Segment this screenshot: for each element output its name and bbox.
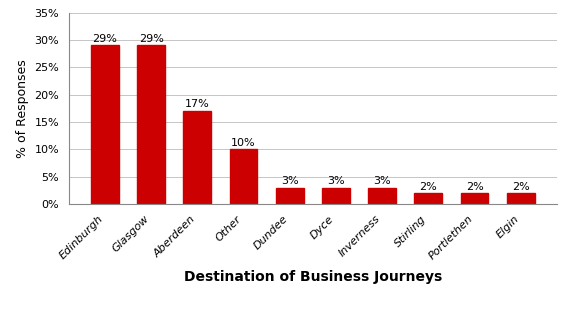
- Bar: [137, 46, 165, 204]
- Bar: [322, 188, 350, 204]
- Bar: [461, 193, 488, 204]
- Text: 3%: 3%: [373, 176, 391, 186]
- Text: 2%: 2%: [420, 181, 437, 192]
- Bar: [414, 193, 442, 204]
- Text: 29%: 29%: [139, 34, 164, 44]
- Text: 10%: 10%: [231, 138, 256, 148]
- Bar: [91, 46, 119, 204]
- X-axis label: Destination of Business Journeys: Destination of Business Journeys: [184, 270, 442, 284]
- Text: 2%: 2%: [466, 181, 483, 192]
- Text: 3%: 3%: [327, 176, 345, 186]
- Text: 29%: 29%: [92, 34, 117, 44]
- Text: 17%: 17%: [185, 100, 210, 109]
- Bar: [230, 149, 257, 204]
- Y-axis label: % of Responses: % of Responses: [16, 59, 29, 158]
- Bar: [507, 193, 534, 204]
- Bar: [184, 111, 211, 204]
- Text: 3%: 3%: [281, 176, 298, 186]
- Bar: [276, 188, 304, 204]
- Text: 2%: 2%: [512, 181, 530, 192]
- Bar: [369, 188, 396, 204]
